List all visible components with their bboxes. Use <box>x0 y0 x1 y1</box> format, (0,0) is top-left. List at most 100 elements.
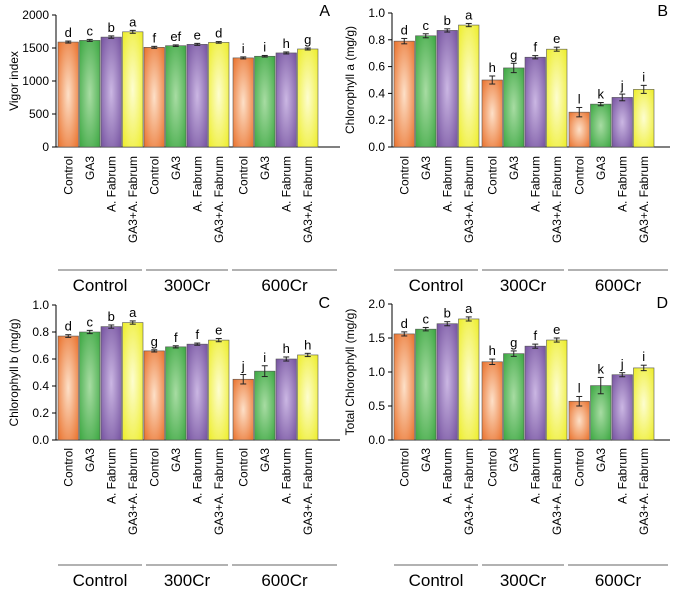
category-label: GA3 <box>507 156 521 180</box>
panel-letter: C <box>318 295 330 312</box>
bar-a-600cr-a-fabrum <box>275 52 297 148</box>
category-label: Control <box>572 156 586 195</box>
category-label: Control <box>236 156 250 195</box>
category-label: A. Fabrum <box>279 448 293 504</box>
category-label: Control <box>397 448 411 487</box>
significance-letter: a <box>129 305 137 320</box>
category-label: GA3+A. Fabrum <box>550 156 564 243</box>
category-label: GA3 <box>258 156 272 180</box>
group-label: 600Cr <box>261 276 308 295</box>
category-label: Control <box>147 156 161 195</box>
category-label: Control <box>147 448 161 487</box>
y-axis-title: Chlorophyll b (mg/g) <box>7 318 21 426</box>
y-tick-label: 0.0 <box>368 433 385 447</box>
bar-b-600cr-ga3-a-fabrum <box>633 89 655 148</box>
y-tick-label: 1500 <box>22 41 49 55</box>
bar-b-300cr-ga3 <box>503 67 525 148</box>
bar-d-control-control <box>393 333 415 441</box>
bar-c-control-ga3 <box>79 331 101 441</box>
bar-c-300cr-control <box>143 350 165 441</box>
category-label: Control <box>61 448 75 487</box>
category-label: Control <box>397 156 411 195</box>
bar-b-600cr-a-fabrum <box>611 97 633 148</box>
significance-letter: a <box>465 301 473 316</box>
category-label: Control <box>485 156 499 195</box>
category-label: GA3 <box>258 448 272 472</box>
bar-c-300cr-ga3 <box>165 346 187 441</box>
category-label: A. Fabrum <box>615 156 629 212</box>
category-label: GA3+A. Fabrum <box>212 156 226 243</box>
category-label: Control <box>61 156 75 195</box>
significance-letter: e <box>553 31 560 46</box>
significance-letter: d <box>401 316 408 331</box>
category-label: GA3+A. Fabrum <box>212 448 226 535</box>
bar-d-300cr-ga3 <box>503 353 525 441</box>
significance-letter: c <box>423 18 430 33</box>
category-label: A. Fabrum <box>190 156 204 212</box>
significance-letter: f <box>533 328 537 343</box>
y-axis-title: Chlorophyll a (mg/g) <box>343 26 357 134</box>
significance-letter: k <box>598 361 605 376</box>
bar-b-control-ga3 <box>415 35 437 148</box>
category-label: A. Fabrum <box>190 448 204 504</box>
group-label: 300Cr <box>164 571 211 590</box>
group-label: 300Cr <box>500 276 547 295</box>
category-label: GA3+A. Fabrum <box>637 448 651 535</box>
category-label: GA3+A. Fabrum <box>126 448 140 535</box>
category-label: A. Fabrum <box>528 448 542 504</box>
bar-b-control-ga3-a-fabrum <box>458 24 480 148</box>
significance-letter: j <box>620 78 624 93</box>
category-label: GA3+A. Fabrum <box>301 448 315 535</box>
bar-a-300cr-control <box>143 47 165 148</box>
significance-letter: f <box>152 30 156 45</box>
significance-letter: b <box>108 309 115 324</box>
group-label: Control <box>73 571 128 590</box>
significance-letter: c <box>87 314 94 329</box>
significance-letter: ef <box>170 29 181 44</box>
significance-letter: f <box>195 327 199 342</box>
significance-letter: a <box>465 7 473 22</box>
bar-d-control-ga3 <box>415 328 437 441</box>
significance-letter: d <box>215 26 222 41</box>
y-axis-title: Vigor index <box>7 51 21 111</box>
bar-d-600cr-a-fabrum <box>611 374 633 441</box>
category-label: GA3 <box>83 448 97 472</box>
category-label: Control <box>236 448 250 487</box>
significance-letter: f <box>174 330 178 345</box>
bar-a-control-control <box>57 41 79 148</box>
category-label: A. Fabrum <box>279 156 293 212</box>
bar-b-600cr-control <box>568 111 590 148</box>
category-label: Control <box>572 448 586 487</box>
y-axis-title: Total Chlorophyll (mg/g) <box>343 309 357 436</box>
category-label: GA3 <box>594 156 608 180</box>
y-tick-label: 500 <box>29 107 49 121</box>
y-tick-label: 0.2 <box>32 406 49 420</box>
bar-b-300cr-a-fabrum <box>524 56 546 148</box>
y-tick-label: 0 <box>42 140 49 154</box>
significance-letter: h <box>304 337 311 352</box>
bar-a-300cr-ga3-a-fabrum <box>208 42 230 148</box>
significance-letter: b <box>108 20 115 35</box>
bar-b-300cr-control <box>481 79 503 148</box>
significance-letter: h <box>283 36 290 51</box>
bar-a-600cr-ga3-a-fabrum <box>297 48 319 148</box>
category-label: A. Fabrum <box>440 156 454 212</box>
bar-a-control-a-fabrum <box>100 36 122 148</box>
category-label: GA3 <box>83 156 97 180</box>
group-label: 300Cr <box>164 276 211 295</box>
y-tick-label: 1.5 <box>368 331 385 345</box>
y-tick-label: 0.0 <box>368 140 385 154</box>
significance-letter: c <box>87 23 94 38</box>
significance-letter: i <box>263 39 266 54</box>
bar-a-600cr-ga3 <box>254 55 276 148</box>
category-label: GA3 <box>169 448 183 472</box>
bar-d-600cr-control <box>568 400 590 441</box>
significance-letter: e <box>194 27 201 42</box>
significance-letter: i <box>242 41 245 56</box>
significance-letter: h <box>489 60 496 75</box>
significance-letter: d <box>65 319 72 334</box>
bar-d-600cr-ga3-a-fabrum <box>633 367 655 441</box>
y-tick-label: 0.8 <box>368 33 385 47</box>
y-tick-label: 1.0 <box>368 365 385 379</box>
